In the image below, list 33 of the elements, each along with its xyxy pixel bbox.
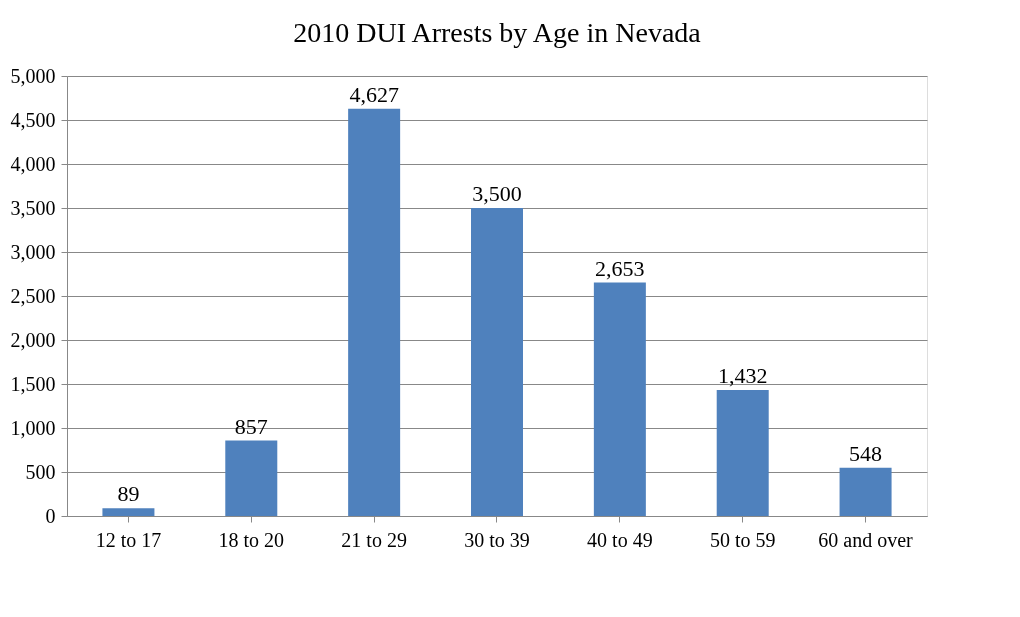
bar: [471, 208, 523, 516]
y-tick-label: 1,500: [10, 372, 56, 395]
data-label: 1,432: [717, 362, 768, 388]
y-tick-label: 0: [45, 504, 56, 527]
y-tick-label: 3,000: [10, 240, 56, 263]
data-label: 89: [117, 481, 140, 507]
bar: [348, 108, 401, 516]
data-label: 2,653: [595, 255, 645, 281]
x-tick-label: 30 to 39: [464, 528, 530, 551]
y-tick-label: 4,500: [10, 108, 56, 131]
x-tick-label: 50 to 59: [709, 528, 776, 551]
y-tick-label: 3,500: [10, 196, 56, 219]
y-tick-label: 500: [25, 460, 56, 483]
data-label: 3,500: [472, 181, 522, 206]
y-tick-label: 5,000: [10, 64, 56, 87]
bar: [593, 282, 646, 516]
y-tick-label: 2,500: [10, 284, 56, 307]
x-tick-label: 60 and over: [818, 528, 914, 551]
y-tick-label: 2,000: [10, 328, 56, 351]
bar: [102, 508, 155, 516]
x-tick-label: 18 to 20: [218, 528, 285, 551]
chart-title: 2010 DUI Arrests by Age in Nevada: [293, 17, 702, 48]
y-tick-label: 1,000: [10, 416, 56, 439]
data-label: 548: [849, 440, 883, 466]
bar: [839, 467, 892, 516]
data-label: 4,627: [349, 81, 399, 107]
x-tick-label: 12 to 17: [95, 528, 162, 551]
y-tick-label: 4,000: [10, 152, 56, 175]
bar: [225, 440, 278, 516]
x-tick-label: 40 to 49: [587, 528, 653, 551]
bar: [716, 389, 769, 516]
x-tick-label: 21 to 29: [341, 528, 407, 551]
data-label: 857: [234, 413, 268, 439]
